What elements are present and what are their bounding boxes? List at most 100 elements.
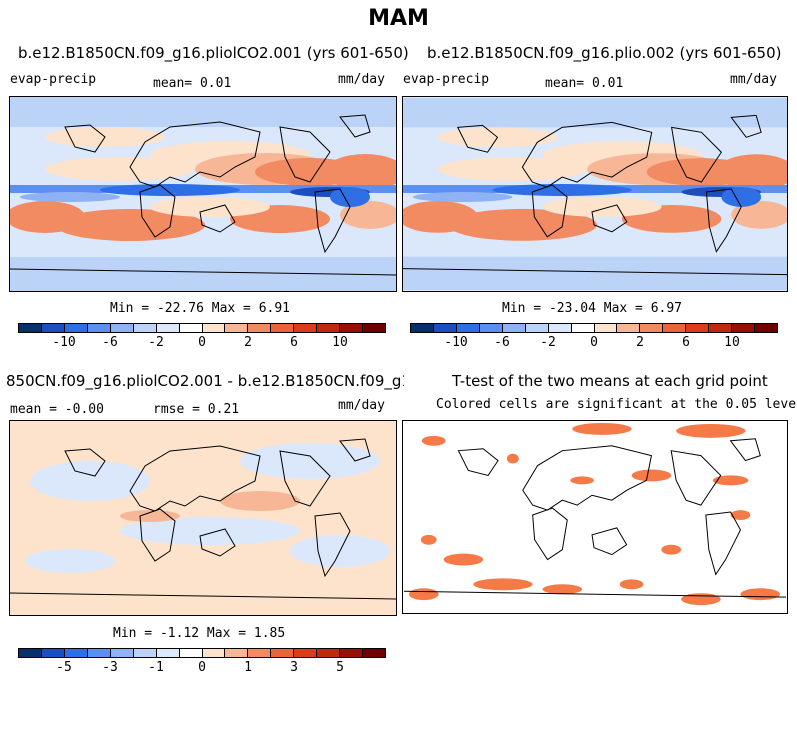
colorbar-tick-label: -2 [148, 335, 164, 350]
colorbar-swatch [156, 324, 180, 332]
panel3-colorbar [18, 648, 386, 658]
coastline [10, 438, 396, 600]
colorbar-tick-label: -5 [56, 660, 72, 675]
panel1-title: b.e12.B1850CN.f09_g16.pliolCO2.001 (yrs … [18, 44, 409, 62]
colorbar-tick-label: -3 [102, 660, 118, 675]
colorbar-swatch [640, 324, 664, 332]
colorbar-swatch [502, 324, 526, 332]
field-abs [403, 97, 787, 291]
colorbar-swatch [248, 649, 272, 657]
colorbar-tick-label: -1 [148, 660, 164, 675]
coastline [403, 438, 787, 598]
colorbar-swatch [110, 324, 134, 332]
colorbar-tick-label: 6 [290, 335, 298, 350]
panel4-map [402, 420, 788, 614]
panel3-title: 850CN.f09_g16.pliolCO2.001 - b.e12.B1850… [6, 372, 404, 390]
colorbar-swatch [548, 324, 572, 332]
panel3-units: mm/day [338, 398, 385, 413]
colorbar-swatch [755, 324, 777, 332]
colorbar-tick-label: 0 [198, 335, 206, 350]
colorbar-swatch [294, 324, 318, 332]
colorbar-swatch [225, 324, 249, 332]
colorbar-tick-label: 0 [198, 660, 206, 675]
colorbar-swatch [248, 324, 272, 332]
colorbar-tick-label: -2 [540, 335, 556, 350]
panel3-rmse: rmse = 0.21 [153, 402, 240, 417]
panel4-title: T-test of the two means at each grid poi… [452, 372, 768, 390]
coastline [10, 114, 396, 276]
panel4-subtitle: Colored cells are significant at the 0.0… [436, 397, 797, 412]
colorbar-swatch [64, 649, 88, 657]
colorbar-swatch [156, 649, 180, 657]
panel3-colorbar-ticks: -5 -3 -1 0 1 3 5 [18, 660, 386, 676]
colorbar-swatch [594, 324, 618, 332]
colorbar-swatch [363, 324, 385, 332]
colorbar-swatch [179, 324, 203, 332]
colorbar-swatch [19, 649, 42, 657]
panel2-units: mm/day [730, 72, 777, 87]
colorbar-swatch [294, 649, 318, 657]
colorbar-swatch [87, 324, 111, 332]
colorbar-tick-label: -6 [102, 335, 118, 350]
colorbar-swatch [479, 324, 503, 332]
colorbar-tick-label: 1 [244, 660, 252, 675]
colorbar-swatch [202, 649, 226, 657]
panel2-variable: evap-precip [403, 72, 490, 87]
colorbar-tick-label: -10 [444, 335, 468, 350]
panel2-map [402, 96, 788, 292]
colorbar-swatch [340, 649, 364, 657]
field-diff [10, 421, 396, 615]
panel1-units: mm/day [338, 72, 385, 87]
colorbar-swatch [617, 324, 641, 332]
panel1-mean: mean= 0.01 [153, 76, 232, 91]
colorbar-swatch [87, 649, 111, 657]
panel3-stats: Min = -1.12 Max = 1.85 [113, 626, 286, 641]
colorbar-swatch [571, 324, 595, 332]
colorbar-swatch [271, 324, 295, 332]
colorbar-swatch [663, 324, 687, 332]
panel2-stats: Min = -23.04 Max = 6.97 [502, 301, 683, 316]
colorbar-swatch [411, 324, 434, 332]
colorbar-swatch [179, 649, 203, 657]
panel2-title: b.e12.B1850CN.f09_g16.plio.002 (yrs 601-… [427, 44, 782, 62]
panel1-stats: Min = -22.76 Max = 6.91 [110, 301, 291, 316]
colorbar-swatch [709, 324, 733, 332]
colorbar-tick-label: 2 [636, 335, 644, 350]
colorbar-tick-label: 5 [336, 660, 344, 675]
figure-title: MAM [368, 6, 429, 31]
colorbar-swatch [525, 324, 549, 332]
colorbar-swatch [110, 649, 134, 657]
panel3-mean: mean = -0.00 [10, 402, 104, 417]
colorbar-swatch [202, 324, 226, 332]
colorbar-tick-label: 0 [590, 335, 598, 350]
field-abs [10, 97, 396, 291]
panel2-mean: mean= 0.01 [545, 76, 624, 91]
colorbar-swatch [41, 324, 65, 332]
panel2-colorbar-ticks: -10 -6 -2 0 2 6 10 [410, 335, 778, 351]
field-sig [403, 421, 787, 613]
colorbar-swatch [732, 324, 756, 332]
panel1-map [9, 96, 397, 292]
colorbar-tick-label: -6 [494, 335, 510, 350]
colorbar-swatch [64, 324, 88, 332]
colorbar-tick-label: 10 [332, 335, 348, 350]
colorbar-swatch [317, 649, 341, 657]
coastline [403, 114, 787, 276]
panel1-colorbar-ticks: -10 -6 -2 0 2 6 10 [18, 335, 386, 351]
colorbar-swatch [271, 649, 295, 657]
colorbar-swatch [433, 324, 457, 332]
colorbar-swatch [317, 324, 341, 332]
colorbar-tick-label: -10 [52, 335, 76, 350]
colorbar-swatch [41, 649, 65, 657]
panel1-colorbar [18, 323, 386, 333]
colorbar-swatch [340, 324, 364, 332]
colorbar-swatch [133, 324, 157, 332]
colorbar-swatch [456, 324, 480, 332]
colorbar-swatch [133, 649, 157, 657]
colorbar-swatch [225, 649, 249, 657]
colorbar-swatch [363, 649, 385, 657]
colorbar-tick-label: 2 [244, 335, 252, 350]
panel3-map [9, 420, 397, 616]
colorbar-swatch [19, 324, 42, 332]
colorbar-tick-label: 3 [290, 660, 298, 675]
